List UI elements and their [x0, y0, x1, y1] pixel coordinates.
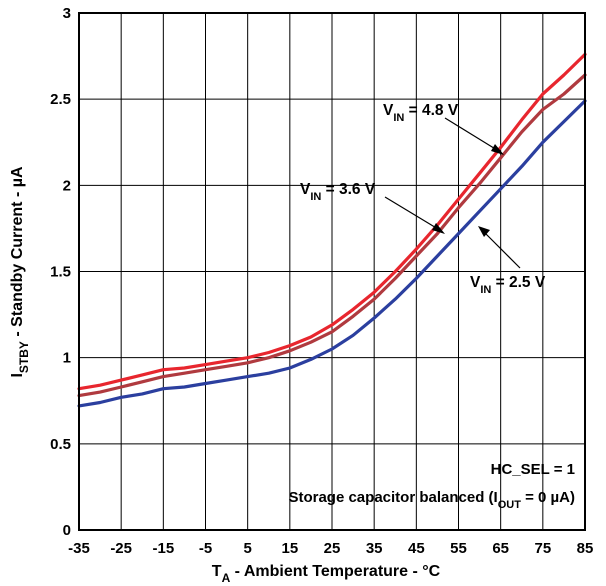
- x-tick-label: 65: [492, 540, 509, 557]
- series-arrows: [384, 117, 521, 269]
- y-tick-label: 2: [63, 177, 71, 194]
- svg-text:VIN = 4.8 V: VIN = 4.8 V: [383, 102, 459, 124]
- plot-frame: [78, 12, 586, 531]
- x-tick-label: 45: [408, 540, 425, 557]
- svg-text:VIN = 2.5 V: VIN = 2.5 V: [470, 274, 546, 296]
- y-tick-label: 1: [63, 350, 71, 367]
- y-tick-label: 3: [63, 5, 71, 22]
- arrow-2p5-head: [478, 226, 490, 237]
- x-tick-label: 35: [366, 540, 383, 557]
- arrow-4p8-head: [491, 144, 504, 155]
- y-tick-label: 1.5: [50, 264, 71, 281]
- series-line-0: [77, 52, 587, 391]
- y-tick-label: 0: [63, 522, 71, 539]
- x-tick-labels: -35 -25 -15 -5 5 15 25 35 45 55 65 75 85: [68, 540, 593, 557]
- annotation-storage-capacitor: Storage capacitor balanced (IOUT = 0 µA): [288, 489, 575, 511]
- x-axis-label: TA - Ambient Temperature - °C: [212, 563, 441, 585]
- series-line-2: [77, 99, 587, 408]
- arrow-4p8: [444, 117, 498, 151]
- x-tick-label: -35: [68, 540, 90, 557]
- y-tick-label: 2.5: [50, 91, 71, 108]
- x-tick-label: 75: [534, 540, 551, 557]
- x-tick-label: 5: [243, 540, 251, 557]
- svg-text:VIN = 3.6 V: VIN = 3.6 V: [300, 181, 376, 203]
- x-tick-label: 55: [450, 540, 467, 557]
- x-tick-label: -15: [152, 540, 174, 557]
- grid-lines: [78, 12, 586, 531]
- arrow-2p5: [483, 231, 521, 269]
- x-tick-label: -5: [199, 540, 212, 557]
- annotation-hc-sel: HC_SEL = 1: [491, 461, 575, 478]
- series-lines: [77, 52, 587, 408]
- y-axis-label: ISTBY - Standby Current - µA: [9, 166, 31, 377]
- x-tick-label: 15: [281, 540, 298, 557]
- arrow-3p6-head: [432, 223, 445, 234]
- series-line-1: [77, 73, 587, 398]
- series-label-3p6: VIN = 3.6 V: [300, 181, 376, 203]
- series-label-2p5: VIN = 2.5 V: [470, 274, 546, 296]
- x-tick-label: 85: [577, 540, 594, 557]
- x-tick-label: 25: [324, 540, 341, 557]
- x-tick-label: -25: [110, 540, 132, 557]
- y-tick-label: 0.5: [50, 436, 71, 453]
- y-tick-labels: 0 0.5 1 1.5 2 2.5 3: [50, 5, 71, 539]
- plot-border: [78, 12, 586, 531]
- arrow-3p6: [384, 196, 439, 230]
- series-label-4p8: VIN = 4.8 V: [383, 102, 459, 124]
